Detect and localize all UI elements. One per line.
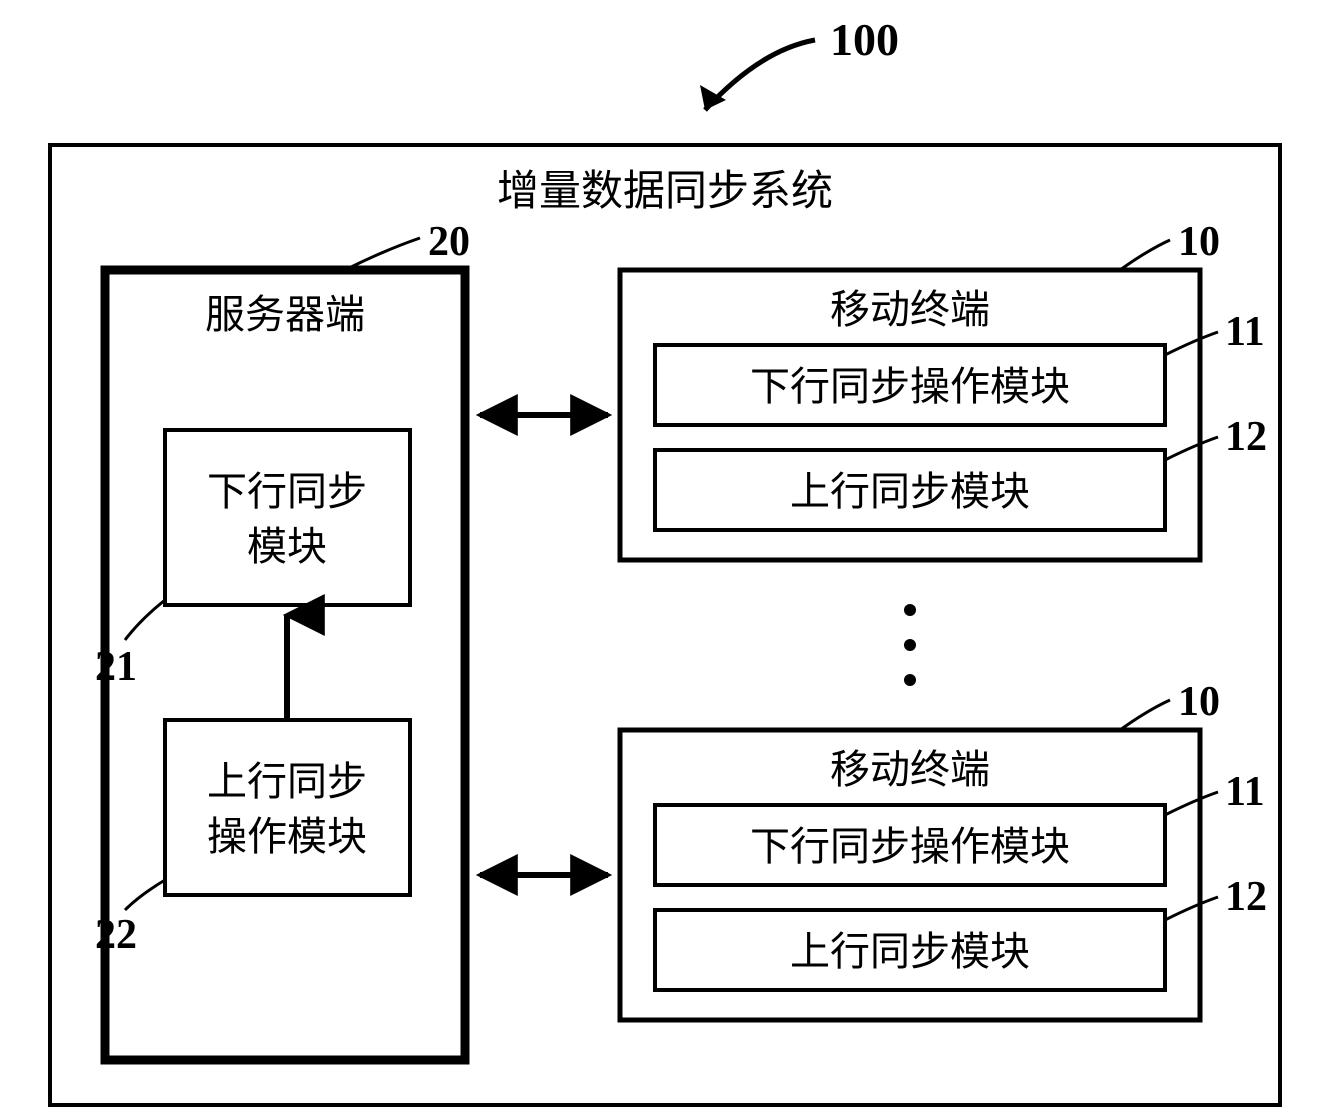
server-ref: 20 bbox=[428, 219, 470, 265]
terminal2-up-ref: 12 bbox=[1225, 874, 1267, 920]
terminal1-down-ref: 11 bbox=[1225, 309, 1265, 355]
server-up-module bbox=[165, 720, 410, 895]
terminal1-up-ref: 12 bbox=[1225, 414, 1267, 460]
terminal2-title: 移动终端 bbox=[830, 747, 990, 792]
terminal1-ref: 10 bbox=[1178, 219, 1220, 265]
server-down-ref: 21 bbox=[95, 644, 137, 690]
terminal1-down-label: 下行同步操作模块 bbox=[750, 364, 1070, 409]
system-diagram: 100 增量数据同步系统 20 服务器端 下行同步 模块 21 上行同步 操作模… bbox=[0, 0, 1320, 1120]
terminal2-down-label: 下行同步操作模块 bbox=[750, 824, 1070, 869]
server-up-label1: 上行同步 bbox=[207, 759, 367, 804]
system-box bbox=[50, 145, 1280, 1105]
figure-ref-label: 100 bbox=[830, 14, 899, 65]
terminal-box-1: 10 移动终端 下行同步操作模块 11 上行同步模块 12 bbox=[620, 219, 1267, 560]
terminal2-up-label: 上行同步模块 bbox=[790, 929, 1030, 974]
server-up-ref: 22 bbox=[95, 912, 137, 958]
ellipsis bbox=[904, 604, 916, 686]
terminal2-ref: 10 bbox=[1178, 679, 1220, 725]
terminal1-title: 移动终端 bbox=[830, 287, 990, 332]
figure-ref-arrow: 100 bbox=[700, 14, 899, 110]
system-title: 增量数据同步系统 bbox=[497, 169, 833, 215]
server-down-label1: 下行同步 bbox=[207, 469, 367, 514]
terminal2-down-ref: 11 bbox=[1225, 769, 1265, 815]
server-down-module bbox=[165, 430, 410, 605]
terminal1-up-label: 上行同步模块 bbox=[790, 469, 1030, 514]
server-box: 20 服务器端 下行同步 模块 21 上行同步 操作模块 22 bbox=[95, 219, 470, 1060]
server-title: 服务器端 bbox=[205, 292, 365, 337]
server-down-label2: 模块 bbox=[247, 524, 327, 569]
terminal-box-2: 10 移动终端 下行同步操作模块 11 上行同步模块 12 bbox=[620, 679, 1267, 1020]
server-up-label2: 操作模块 bbox=[207, 814, 367, 859]
